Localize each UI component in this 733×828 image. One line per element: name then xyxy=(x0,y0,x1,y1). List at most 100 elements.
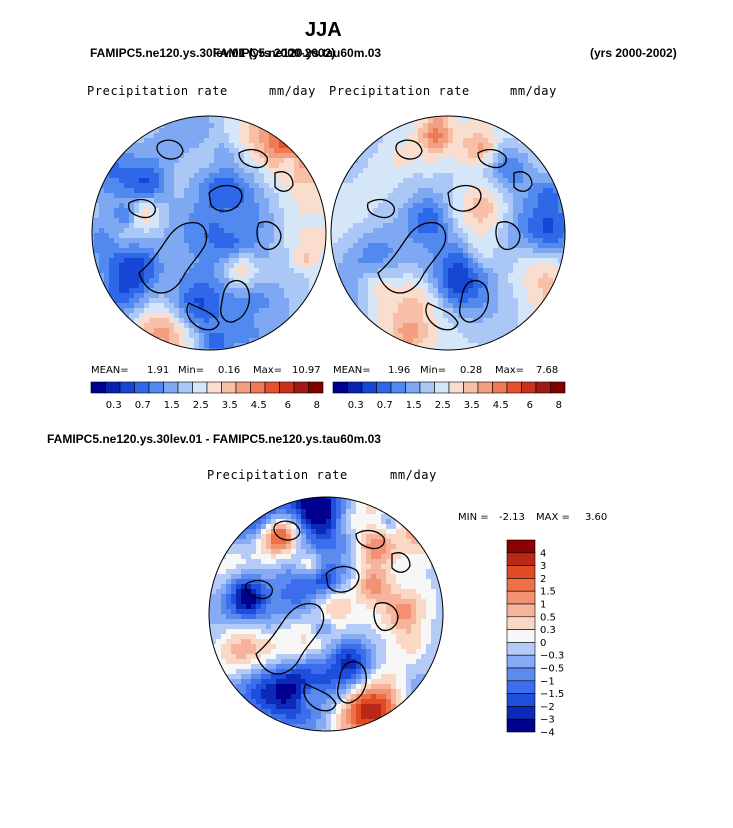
field-cell xyxy=(299,268,305,274)
field-cell xyxy=(291,639,297,645)
field-cell xyxy=(134,228,140,234)
field-cell xyxy=(436,604,442,610)
field-cell xyxy=(478,163,484,169)
field-cell xyxy=(209,153,215,159)
field-cell xyxy=(478,248,484,254)
field-cell xyxy=(99,223,105,229)
field-cell xyxy=(448,173,454,179)
field-cell xyxy=(154,198,160,204)
field-cell xyxy=(448,268,454,274)
field-cell xyxy=(533,253,539,259)
field-cell xyxy=(483,148,489,154)
field-cell xyxy=(159,188,165,194)
field-cell xyxy=(413,248,419,254)
field-cell xyxy=(291,497,297,500)
field-cell xyxy=(261,559,267,565)
field-cell xyxy=(221,599,227,605)
field-cell xyxy=(498,223,504,229)
field-cell xyxy=(301,499,307,505)
field-cell xyxy=(468,193,474,199)
field-cell xyxy=(438,153,444,159)
field-cell xyxy=(149,238,155,244)
field-cell xyxy=(363,243,369,249)
field-cell xyxy=(189,193,195,199)
field-cell xyxy=(493,183,499,189)
field-cell xyxy=(154,268,160,274)
field-cell xyxy=(371,634,377,640)
field-cell xyxy=(396,539,402,545)
field-cell xyxy=(493,303,499,309)
field-cell xyxy=(438,188,444,194)
field-cell xyxy=(361,594,367,600)
field-cell xyxy=(306,554,312,560)
field-cell xyxy=(468,258,474,264)
field-cell xyxy=(443,223,449,229)
field-cell xyxy=(224,243,230,249)
field-cell xyxy=(209,208,215,214)
field-cell xyxy=(301,559,307,565)
field-cell xyxy=(401,559,407,565)
field-cell xyxy=(443,293,449,299)
field-cell xyxy=(493,213,499,219)
field-cell xyxy=(373,218,379,224)
field-cell xyxy=(251,514,257,520)
field-cell xyxy=(221,614,227,620)
field-cell xyxy=(488,138,494,144)
field-cell xyxy=(219,233,225,239)
field-cell xyxy=(353,178,359,184)
field-cell xyxy=(311,624,317,630)
field-cell xyxy=(296,497,302,500)
field-cell xyxy=(114,218,120,224)
field-cell xyxy=(129,268,135,274)
field-cell xyxy=(418,253,424,259)
field-cell xyxy=(351,624,357,630)
field-cell xyxy=(234,288,240,294)
field-cell xyxy=(264,178,270,184)
field-cell xyxy=(393,303,399,309)
field-cell xyxy=(104,198,110,204)
field-cell xyxy=(296,609,302,615)
field-cell xyxy=(154,258,160,264)
field-cell xyxy=(448,153,454,159)
field-cell xyxy=(518,203,524,209)
field-cell xyxy=(314,223,320,229)
field-cell xyxy=(301,524,307,530)
field-cell xyxy=(314,233,320,239)
field-cell xyxy=(388,313,394,319)
field-cell xyxy=(533,198,539,204)
field-cell xyxy=(244,323,250,329)
field-cell xyxy=(381,579,387,585)
field-cell xyxy=(513,148,519,154)
field-cell xyxy=(483,243,489,249)
field-cell xyxy=(271,509,277,515)
field-cell xyxy=(309,238,315,244)
field-cell xyxy=(301,544,307,550)
field-cell xyxy=(159,208,165,214)
field-cell xyxy=(558,228,564,234)
field-cell xyxy=(428,173,434,179)
field-cell xyxy=(244,183,250,189)
field-cell xyxy=(134,168,140,174)
field-cell xyxy=(129,298,135,304)
field-cell xyxy=(413,123,419,129)
field-cell xyxy=(383,238,389,244)
field-cell xyxy=(366,579,372,585)
field-cell xyxy=(259,153,265,159)
field-cell xyxy=(421,589,427,595)
field-cell xyxy=(543,268,549,274)
field-cell xyxy=(274,298,280,304)
field-cell xyxy=(286,639,292,645)
field-cell xyxy=(413,323,419,329)
field-cell xyxy=(503,188,509,194)
field-cell xyxy=(331,544,337,550)
field-cell xyxy=(463,233,469,239)
field-cell xyxy=(468,343,474,349)
field-cell xyxy=(353,223,359,229)
field-cell xyxy=(189,303,195,309)
field-cell xyxy=(164,308,170,314)
field-cell xyxy=(169,298,175,304)
field-cell xyxy=(119,293,125,299)
field-cell xyxy=(353,283,359,289)
field-cell xyxy=(124,203,130,209)
field-cell xyxy=(343,263,349,269)
